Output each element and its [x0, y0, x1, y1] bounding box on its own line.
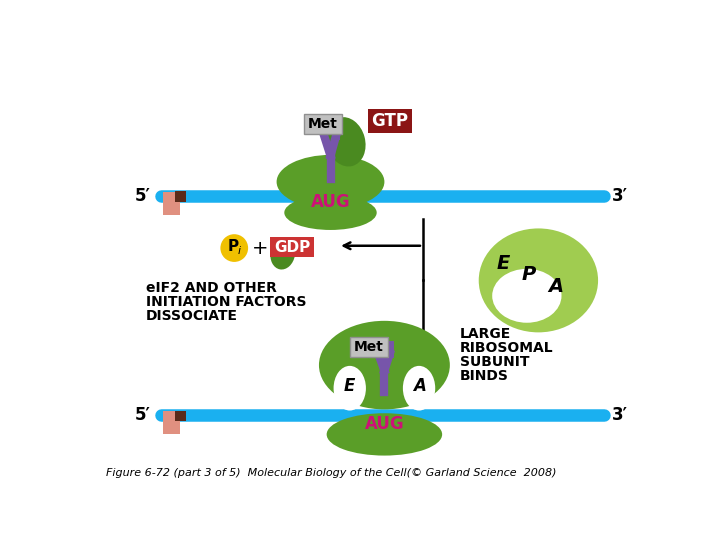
- Text: Figure 6-72 (part 3 of 5)  Molecular Biology of the Cell(© Garland Science  2008: Figure 6-72 (part 3 of 5) Molecular Biol…: [106, 468, 556, 478]
- Text: RIBOSOMAL: RIBOSOMAL: [460, 341, 554, 355]
- Text: P: P: [522, 265, 536, 284]
- Text: INITIATION FACTORS: INITIATION FACTORS: [145, 295, 306, 309]
- Ellipse shape: [284, 195, 377, 230]
- FancyBboxPatch shape: [271, 237, 315, 257]
- Text: E: E: [497, 254, 510, 273]
- Ellipse shape: [479, 228, 598, 333]
- Text: SUBUNIT: SUBUNIT: [460, 355, 529, 369]
- Text: 3′: 3′: [611, 406, 628, 424]
- Text: 5′: 5′: [135, 187, 151, 205]
- Text: AUG: AUG: [364, 415, 404, 434]
- Text: A: A: [413, 377, 426, 395]
- FancyBboxPatch shape: [304, 114, 342, 134]
- Text: BINDS: BINDS: [460, 369, 509, 383]
- Text: E: E: [344, 377, 356, 395]
- Text: Met: Met: [354, 340, 384, 354]
- Text: 5′: 5′: [135, 406, 151, 424]
- FancyBboxPatch shape: [175, 410, 186, 421]
- Circle shape: [220, 234, 248, 262]
- Ellipse shape: [492, 269, 562, 323]
- FancyBboxPatch shape: [350, 338, 388, 357]
- Text: GDP: GDP: [274, 240, 310, 255]
- Ellipse shape: [333, 366, 366, 410]
- Ellipse shape: [326, 117, 366, 166]
- Text: eIF2 AND OTHER: eIF2 AND OTHER: [145, 281, 276, 295]
- Text: GTP: GTP: [372, 112, 408, 130]
- Ellipse shape: [327, 413, 442, 456]
- Text: AUG: AUG: [311, 193, 351, 211]
- Ellipse shape: [270, 238, 295, 269]
- FancyBboxPatch shape: [163, 411, 180, 434]
- Text: LARGE: LARGE: [460, 327, 511, 341]
- Ellipse shape: [319, 321, 450, 409]
- Text: P: P: [227, 239, 238, 254]
- FancyBboxPatch shape: [368, 110, 412, 132]
- Text: i: i: [238, 246, 240, 256]
- Ellipse shape: [403, 366, 435, 410]
- Ellipse shape: [276, 155, 384, 209]
- Text: Met: Met: [308, 117, 338, 131]
- Text: A: A: [549, 277, 564, 296]
- Text: DISSOCIATE: DISSOCIATE: [145, 309, 238, 323]
- Text: 3′: 3′: [611, 187, 628, 205]
- FancyBboxPatch shape: [175, 191, 186, 202]
- Text: +: +: [251, 239, 268, 258]
- FancyBboxPatch shape: [163, 192, 180, 215]
